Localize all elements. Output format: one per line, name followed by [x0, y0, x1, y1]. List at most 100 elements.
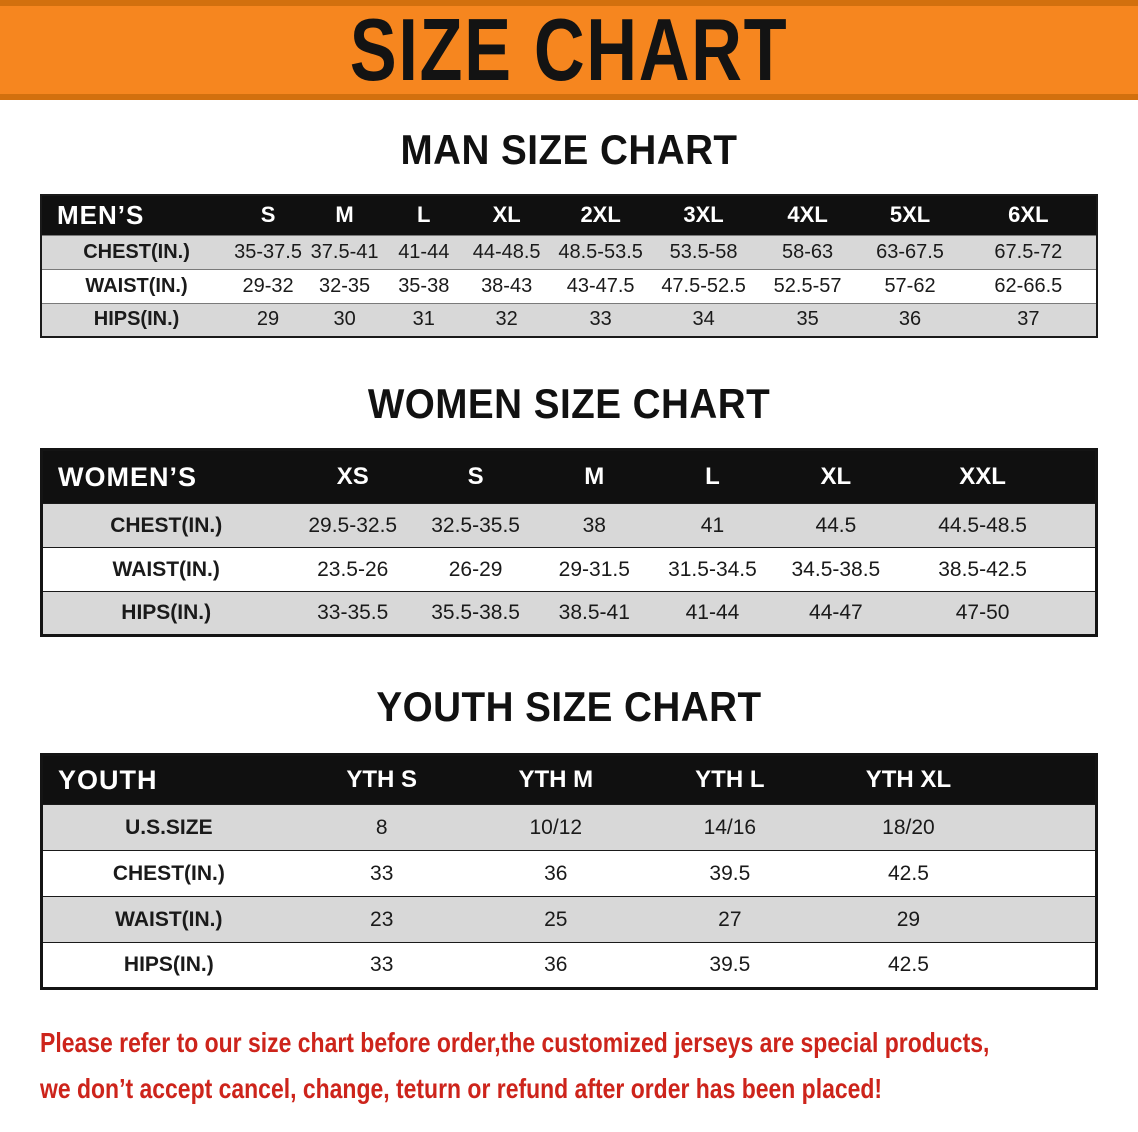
youth-row-label: U.S.SIZE — [125, 815, 213, 839]
women-size-table: WOMEN’S XS S M L XL XXL CHEST(IN.) 29.5-32.5 32.5… — [40, 448, 1098, 637]
disclaimer: Please refer to our size chart before or… — [40, 1020, 1138, 1112]
youth-value-cell: 25 — [544, 907, 568, 931]
men-value-cell: 63-67.5 — [876, 240, 944, 263]
youth-value-cell: 39.5 — [709, 953, 751, 976]
women-value-cell: 29-31.5 — [558, 557, 630, 581]
women-value-cell: 44.5-48.5 — [938, 513, 1027, 537]
women-value-cell: 29.5-32.5 — [308, 513, 398, 537]
men-value-cell: 43-47.5 — [566, 274, 635, 297]
men-value-cell: 41-44 — [398, 240, 450, 263]
men-size-table: MEN’S S M L XL 2XL 3XL 4XL 5XL 6XL CHEST(IN.) 35-37… — [40, 194, 1098, 338]
women-table-row: WAIST(IN.) 23.5-26 26-29 29-31.5 31.5-34.5 34… — [41, 547, 1097, 592]
youth-table-row: U.S.SIZE 8 10/12 14/16 18/20 — [41, 804, 1097, 851]
youth-value-cell: 10/12 — [529, 815, 583, 839]
men-col-header: 5XL — [859, 195, 961, 235]
men-value-cell: 32 — [495, 308, 518, 331]
youth-value-cell: 33 — [370, 861, 394, 885]
youth-value-cell: 29 — [896, 907, 921, 931]
youth-size-table: YOUTH YTH S YTH M YTH L YTH XL U.S.SIZE 8 10/12… — [40, 753, 1098, 990]
men-value-cell: 47.5-52.5 — [661, 274, 746, 297]
men-col-header: 4XL — [755, 195, 860, 235]
men-col-header: L — [384, 195, 464, 235]
women-col-header: M — [535, 449, 654, 504]
youth-table-row: HIPS(IN.) 33 36 39.5 42.5 — [41, 942, 1097, 989]
women-row-label: WAIST(IN.) — [112, 557, 220, 581]
men-col-header: 2XL — [549, 195, 652, 235]
youth-col-header: YTH S — [294, 754, 469, 805]
women-value-cell: 31.5-34.5 — [668, 557, 757, 581]
men-value-cell: 44-48.5 — [472, 240, 541, 263]
men-table-row: HIPS(IN.) 29 30 31 32 33 34 35 36 37 — [41, 303, 1097, 337]
women-value-cell: 23.5-26 — [317, 557, 389, 581]
men-value-cell: 53.5-58 — [669, 240, 738, 263]
youth-value-cell: 27 — [718, 907, 742, 931]
women-value-cell: 32.5-35.5 — [431, 513, 520, 537]
women-value-cell: 34.5-38.5 — [791, 557, 881, 581]
youth-value-cell: 23 — [370, 907, 394, 931]
women-value-cell: 44-47 — [809, 601, 863, 624]
men-row-label: WAIST(IN.) — [85, 274, 188, 297]
men-col-header: M — [304, 195, 385, 235]
youth-value-cell: 42.5 — [888, 953, 929, 976]
men-row-label: CHEST(IN.) — [83, 240, 190, 263]
women-col-header: XL — [771, 449, 901, 504]
youth-value-cell: 14/16 — [703, 815, 757, 839]
men-value-cell: 31 — [412, 308, 435, 331]
men-value-cell: 29 — [256, 308, 280, 331]
youth-value-cell: 8 — [375, 815, 388, 839]
men-section-heading: MAN SIZE CHART — [400, 126, 738, 173]
women-section-heading: WOMEN SIZE CHART — [367, 380, 771, 427]
youth-value-cell: 33 — [370, 953, 394, 976]
size-chart-banner: SIZE CHART — [0, 0, 1138, 100]
youth-table-title: YOUTH — [41, 754, 295, 805]
men-value-cell: 35 — [796, 308, 819, 331]
men-value-cell: 58-63 — [782, 240, 834, 263]
women-table-row: HIPS(IN.) 33-35.5 35.5-38.5 38.5-41 41-44 44-… — [41, 591, 1097, 636]
women-value-cell: 47-50 — [955, 601, 1010, 624]
women-col-header: L — [653, 449, 772, 504]
disclaimer-line-2: we don’t accept cancel, change, teturn o… — [40, 1073, 883, 1104]
men-value-cell: 30 — [333, 308, 356, 331]
women-value-cell: 26-29 — [448, 557, 503, 581]
men-value-cell: 33 — [589, 308, 612, 331]
women-size-section: WOMEN SIZE CHART WOMEN’S XS S M L XL XXL CHEST(… — [0, 380, 1138, 637]
women-col-header: XXL — [900, 449, 1097, 504]
women-value-cell: 38.5-41 — [558, 601, 630, 624]
men-col-header: XL — [463, 195, 550, 235]
women-row-label: HIPS(IN.) — [121, 601, 212, 624]
women-value-cell: 33-35.5 — [317, 601, 389, 624]
youth-col-header: YTH XL — [816, 754, 1097, 805]
men-value-cell: 36 — [898, 308, 922, 331]
men-col-header: 3XL — [651, 195, 756, 235]
youth-value-cell: 36 — [544, 953, 568, 976]
women-value-cell: 44.5 — [815, 513, 857, 537]
youth-table-row: WAIST(IN.) 23 25 27 29 — [41, 896, 1097, 943]
men-value-cell: 35-38 — [398, 274, 450, 297]
women-header-row: WOMEN’S XS S M L XL XXL — [41, 449, 1097, 504]
men-value-cell: 48.5-53.5 — [558, 240, 643, 263]
men-value-cell: 37.5-41 — [310, 240, 379, 263]
women-value-cell: 35.5-38.5 — [431, 601, 520, 624]
women-col-header: S — [416, 449, 536, 504]
men-value-cell: 37 — [1017, 308, 1040, 331]
men-value-cell: 34 — [692, 308, 715, 331]
women-table-title: WOMEN’S — [41, 449, 290, 504]
women-value-cell: 41 — [700, 513, 725, 537]
men-value-cell: 57-62 — [884, 274, 936, 297]
youth-value-cell: 18/20 — [882, 815, 935, 839]
men-table-row: WAIST(IN.) 29-32 32-35 35-38 38-43 43-47.5 47.… — [41, 269, 1097, 303]
women-col-header: XS — [289, 449, 417, 504]
disclaimer-line-1: Please refer to our size chart before or… — [40, 1027, 990, 1058]
youth-value-cell: 42.5 — [888, 861, 929, 885]
men-value-cell: 52.5-57 — [773, 274, 842, 297]
men-value-cell: 29-32 — [242, 274, 294, 297]
youth-row-label: CHEST(IN.) — [112, 861, 225, 885]
men-header-row: MEN’S S M L XL 2XL 3XL 4XL 5XL 6XL — [41, 195, 1097, 235]
men-table-title: MEN’S — [41, 195, 232, 235]
men-size-section: MAN SIZE CHART MEN’S S M L XL 2XL 3XL 4XL 5XL 6XL… — [0, 126, 1138, 338]
youth-row-label: HIPS(IN.) — [123, 953, 214, 976]
men-value-cell: 62-66.5 — [994, 274, 1063, 297]
banner-title: SIZE CHART — [349, 0, 789, 99]
youth-value-cell: 39.5 — [709, 861, 751, 885]
youth-col-header: YTH M — [468, 754, 643, 805]
